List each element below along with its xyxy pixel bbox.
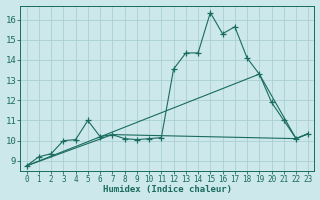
X-axis label: Humidex (Indice chaleur): Humidex (Indice chaleur)	[103, 185, 232, 194]
